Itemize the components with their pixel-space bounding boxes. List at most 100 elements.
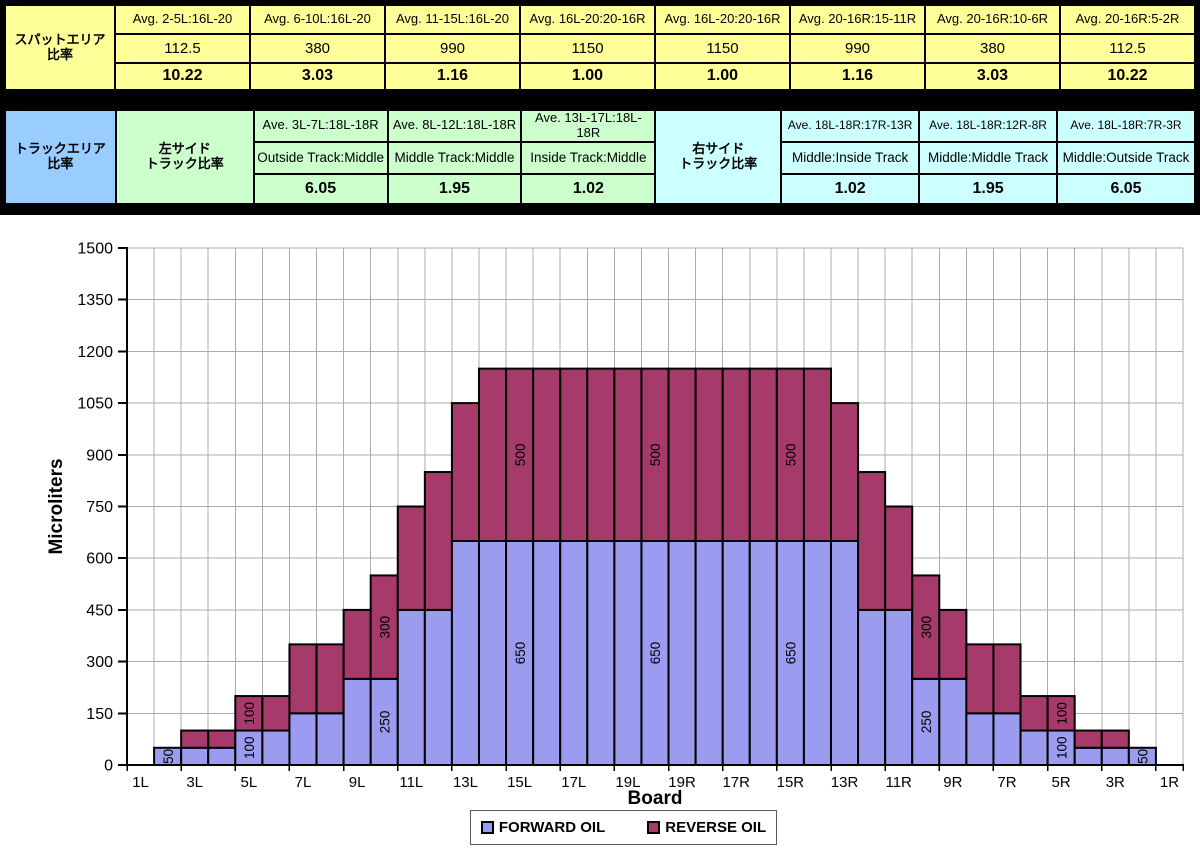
- x-tick-label: 7R: [997, 774, 1016, 791]
- bar-forward-17R: [721, 539, 751, 767]
- oil-distribution-chart: 0 150 300 450 600 750 900 1050 1200 1350 1500 1L 3L 5…: [46, 241, 1184, 809]
- bar-forward-20: [640, 539, 670, 767]
- bar-reverse-7L: [288, 643, 318, 715]
- bar-forward-9L: [342, 677, 372, 767]
- x-tick-label: 19R: [668, 774, 696, 791]
- y-tick-label: 300: [86, 654, 113, 671]
- y-axis-title: Microliters: [46, 458, 67, 554]
- y-tick-label: 900: [86, 447, 113, 464]
- track-right-pair-cell: Middle:Outside Track: [1056, 140, 1196, 175]
- spat-ratio-cell: 1.16: [384, 62, 521, 91]
- y-tick-label: 0: [104, 758, 113, 775]
- bar-forward-12R: [857, 608, 887, 766]
- bar-reverse-12L: [423, 471, 453, 611]
- bar-forward-16L: [532, 539, 562, 767]
- x-tick-label: 17R: [722, 774, 750, 791]
- bar-data-label-15L-reverse: 500: [513, 444, 528, 467]
- bar-forward-13R: [830, 539, 860, 767]
- bar-reverse-14L: [478, 367, 508, 542]
- track-right-header-cell: Ave. 18L-18R:12R-8R: [918, 109, 1059, 143]
- x-tick-label: 3L: [186, 774, 203, 791]
- track-right-ratio-cell: 6.05: [1056, 172, 1196, 205]
- track-left-ratio-cell: 6.05: [252, 172, 389, 205]
- bar-data-label-5R-reverse: 100: [1054, 702, 1069, 725]
- bar-reverse-13R: [830, 402, 860, 542]
- spat-header-cell: Avg. 20-16R:15-11R: [789, 4, 926, 35]
- x-tick-label: 19L: [615, 774, 640, 791]
- legend-item-forward-oil: FORWARD OIL: [480, 819, 606, 836]
- spat-ratio-cell: 1.16: [789, 62, 926, 91]
- y-tick-label: 1200: [77, 344, 113, 361]
- bar-reverse-14R: [802, 367, 833, 542]
- x-tick-label: 3R: [1106, 774, 1125, 791]
- y-tick-label: 600: [86, 551, 113, 568]
- x-tick-label: 11R: [885, 774, 912, 791]
- bar-reverse-18L: [586, 367, 616, 542]
- spat-header-cell: Avg. 16L-20:20-16R: [654, 4, 791, 35]
- bar-forward-6R: [1019, 729, 1049, 766]
- track-right-side-label: 右サイド トラック比率: [654, 109, 783, 205]
- bar-forward-4L: [207, 746, 237, 766]
- bar-data-label-2L-forward: 50: [161, 749, 176, 764]
- bar-data-label-10L-reverse: 300: [377, 616, 392, 639]
- spat-header-cell: Avg. 16L-20:20-16R: [519, 4, 656, 35]
- bar-forward-7R: [992, 712, 1022, 766]
- y-tick-label: 150: [86, 706, 113, 723]
- bar-forward-3R: [1100, 746, 1130, 766]
- spat-ratio-cell: 10.22: [114, 62, 251, 91]
- bar-reverse-10L: [369, 574, 399, 680]
- bar-forward-8L: [315, 712, 345, 766]
- spat-ratio-cell: 3.03: [924, 62, 1061, 91]
- y-tick-label: 1050: [77, 396, 113, 413]
- legend-swatch-reverse-oil: [647, 821, 661, 834]
- bar-reverse-5R: [1046, 695, 1076, 732]
- x-tick-label: 9L: [349, 774, 366, 791]
- x-tick-label: 15L: [507, 774, 532, 791]
- bar-reverse-15R: [775, 367, 805, 542]
- bar-reverse-8L: [315, 643, 345, 715]
- bar-reverse-19R: [667, 367, 697, 542]
- bar-reverse-3R: [1100, 729, 1130, 749]
- bar-forward-19R: [667, 539, 697, 767]
- track-right-header-cell: Ave. 18L-18R:17R-13R: [780, 109, 921, 143]
- y-tick-label: 1500: [77, 241, 113, 258]
- bar-forward-14L: [478, 539, 508, 767]
- bar-forward-8R: [965, 712, 995, 766]
- x-axis-title: Board: [628, 788, 683, 809]
- spat-value-cell: 990: [384, 33, 521, 64]
- bar-forward-11L: [396, 608, 426, 766]
- track-left-ratio-cell: 1.02: [520, 172, 657, 205]
- bar-data-label-20-forward: 650: [648, 642, 663, 665]
- spat-area-ratio-table: スパットエリア 比率 Avg. 2-5L:16L-20 Avg. 6-10L:16L…: [4, 4, 1196, 91]
- x-tick-label: 5L: [241, 774, 258, 791]
- spat-value-cell: 380: [249, 33, 386, 64]
- bar-data-label-10R-forward: 250: [919, 711, 934, 734]
- bar-forward-6L: [261, 729, 291, 766]
- track-left-pair-cell: Middle Track:Middle: [386, 140, 523, 175]
- spat-ratio-cell: 1.00: [519, 62, 656, 91]
- bar-data-label-15R-forward: 650: [784, 642, 799, 665]
- bar-data-label-5L-reverse: 100: [242, 702, 257, 725]
- spat-value-cell: 990: [789, 33, 926, 64]
- spat-value-cell: 112.5: [114, 33, 251, 64]
- x-tick-label: 1R: [1160, 774, 1179, 791]
- spat-value-cell: 380: [924, 33, 1061, 64]
- bar-data-label-15L-forward: 650: [513, 642, 528, 665]
- track-left-header-cell: Ave. 13L-17L:18L-18R: [520, 109, 657, 143]
- track-right-pair-cell: Middle:Inside Track: [780, 140, 921, 175]
- x-tick-label: 9R: [943, 774, 962, 791]
- spat-header-cell: Avg. 20-16R:5-2R: [1059, 4, 1196, 35]
- track-left-header-cell: Ave. 3L-7L:18L-18R: [252, 109, 389, 143]
- bar-reverse-6L: [261, 695, 291, 732]
- track-area-ratio-table: トラックエリア 比率 左サイド トラック比率 Ave. 3L-7L:18L-18R A…: [4, 109, 1196, 205]
- chart-legend: FORWARD OIL REVERSE OIL: [470, 810, 777, 845]
- legend-label: FORWARD OIL: [498, 819, 606, 836]
- bar-forward-18R: [694, 539, 724, 767]
- bar-reverse-8R: [965, 643, 995, 715]
- track-right-header-cell: Ave. 18L-18R:7R-3R: [1056, 109, 1196, 143]
- bar-forward-15L: [505, 539, 535, 767]
- bar-reverse-20: [640, 367, 670, 542]
- track-right-pair-cell: Middle:Middle Track: [918, 140, 1059, 175]
- bar-forward-3L: [180, 746, 210, 766]
